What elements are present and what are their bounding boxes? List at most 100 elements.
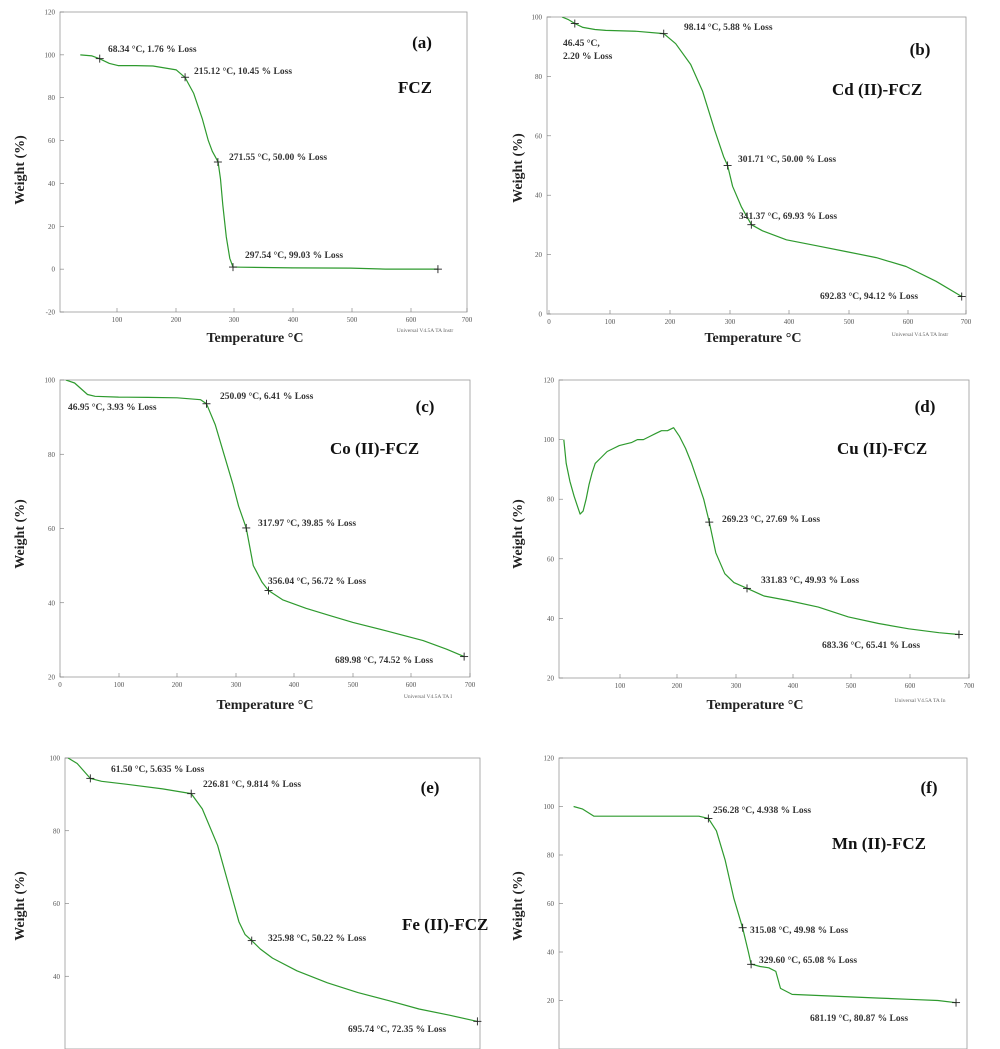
y-tick-label: 60 — [547, 900, 555, 908]
x-tick-label: 700 — [964, 682, 975, 690]
x-tick-label: 400 — [289, 681, 300, 689]
y-tick-label: 100 — [544, 436, 555, 444]
panel-title: Cd (II)-FCZ — [832, 80, 922, 99]
loss-annotation: 46.95 °C, 3.93 % Loss — [68, 402, 157, 413]
x-tick-label: 600 — [406, 316, 417, 324]
y-tick-label: 80 — [48, 94, 56, 102]
y-tick-label: 100 — [532, 14, 543, 22]
point-marker — [202, 399, 211, 408]
panel-title: Fe (II)-FCZ — [402, 915, 488, 934]
panel-b: 0 20 40 60 80 100 0 100 200 300 400 500 600 700 46.45 … — [511, 14, 972, 347]
panel-label: (b) — [910, 40, 931, 59]
y-tick-label: 120 — [544, 377, 555, 385]
y-tick-label: 20 — [535, 251, 543, 259]
x-tick-label: 500 — [844, 318, 855, 326]
y-axis-title: Weight (%) — [13, 871, 28, 941]
point-marker — [738, 923, 747, 932]
y-axis-title: Weight (%) — [511, 871, 526, 941]
panel-c: 20 40 60 80 100 0 100 200 300 400 500 600 700 46.95 °… — [13, 377, 476, 714]
y-tick-label: 80 — [48, 451, 56, 459]
x-tick-label: 200 — [171, 316, 182, 324]
x-tick-label: 400 — [288, 316, 299, 324]
loss-annotation: 681.19 °C, 80.87 % Loss — [810, 1013, 908, 1024]
y-tick-label: 80 — [547, 852, 555, 860]
tga-curve — [561, 17, 963, 298]
y-tick-label: 100 — [50, 755, 61, 763]
x-tick-label: 500 — [347, 316, 358, 324]
x-tick-label: 100 — [114, 681, 125, 689]
point-marker — [952, 998, 961, 1007]
loss-annotation: 695.74 °C, 72.35 % Loss — [348, 1024, 446, 1035]
x-tick-label: 400 — [784, 318, 795, 326]
point-marker — [723, 161, 732, 170]
y-tick-label: 80 — [53, 827, 61, 835]
y-tick-label: 0 — [539, 311, 543, 319]
loss-annotation: 98.14 °C, 5.88 % Loss — [684, 22, 773, 33]
panel-label: (c) — [416, 397, 435, 416]
y-tick-label: 100 — [45, 51, 56, 59]
x-tick-label: 100 — [615, 682, 626, 690]
x-tick-label: 300 — [731, 682, 742, 690]
panel-title: Cu (II)-FCZ — [837, 439, 927, 458]
y-tick-label: 20 — [48, 223, 56, 231]
point-marker — [187, 789, 196, 798]
loss-annotation: 331.83 °C, 49.93 % Loss — [761, 575, 859, 586]
point-marker — [228, 263, 237, 272]
panel-title: Co (II)-FCZ — [330, 439, 419, 458]
x-tick-label: 700 — [961, 318, 972, 326]
point-marker — [86, 774, 95, 783]
loss-annotation: 250.09 °C, 6.41 % Loss — [220, 391, 314, 402]
y-tick-label: 60 — [535, 132, 543, 140]
y-tick-label: 20 — [547, 997, 555, 1005]
x-tick-label: 300 — [231, 681, 242, 689]
y-tick-label: 60 — [48, 137, 56, 145]
panel-label: (a) — [412, 33, 432, 52]
point-marker — [747, 220, 756, 229]
point-marker — [433, 265, 442, 274]
y-tick-label: 20 — [48, 674, 56, 682]
instrument-footer: Universal V4.5A TA I — [404, 694, 452, 700]
y-tick-label: 60 — [547, 555, 555, 563]
panel-label: (f) — [921, 778, 938, 797]
y-tick-label: 40 — [547, 615, 555, 623]
plot-frame — [59, 11, 468, 313]
tga-curve — [573, 805, 957, 1004]
x-tick-label: 100 — [605, 318, 616, 326]
point-marker — [473, 1017, 482, 1026]
loss-annotation: 689.98 °C, 74.52 % Loss — [335, 655, 433, 666]
x-tick-label: 200 — [665, 318, 676, 326]
x-tick-label: 500 — [348, 681, 359, 689]
point-marker — [747, 960, 756, 969]
y-axis-title: Weight (%) — [511, 499, 526, 569]
x-tick-label: 700 — [462, 316, 473, 324]
point-marker — [95, 54, 104, 63]
panel-label: (d) — [915, 397, 936, 416]
x-tick-label: 0 — [58, 681, 62, 689]
loss-annotation: 683.36 °C, 65.41 % Loss — [822, 640, 920, 651]
x-axis-title: Temperature °C — [705, 331, 802, 346]
x-tick-label: 500 — [846, 682, 857, 690]
y-axis-title: Weight (%) — [13, 135, 28, 205]
point-marker — [705, 518, 714, 527]
loss-annotation: 215.12 °C, 10.45 % Loss — [194, 66, 292, 77]
instrument-footer: Universal V4.5A TA In — [895, 698, 946, 704]
panel-label: (e) — [421, 778, 440, 797]
panel-title: FCZ — [398, 78, 432, 97]
x-tick-label: 0 — [547, 318, 551, 326]
point-marker — [570, 19, 579, 28]
plot-frame — [558, 379, 970, 679]
instrument-footer: Universal V4.5A TA Instr — [397, 328, 454, 334]
x-tick-label: 300 — [229, 316, 240, 324]
loss-annotation: 226.81 °C, 9.814 % Loss — [203, 779, 301, 790]
point-marker — [242, 523, 251, 532]
x-tick-label: 200 — [672, 682, 683, 690]
x-axis-title: Temperature °C — [217, 698, 314, 713]
plot-frame — [546, 16, 967, 315]
loss-annotation: 317.97 °C, 39.85 % Loss — [258, 518, 356, 529]
y-tick-label: 60 — [53, 900, 61, 908]
y-tick-label: 80 — [535, 73, 543, 81]
x-axis-title: Temperature °C — [707, 698, 804, 713]
x-tick-label: 300 — [725, 318, 736, 326]
tga-curve — [80, 54, 438, 270]
